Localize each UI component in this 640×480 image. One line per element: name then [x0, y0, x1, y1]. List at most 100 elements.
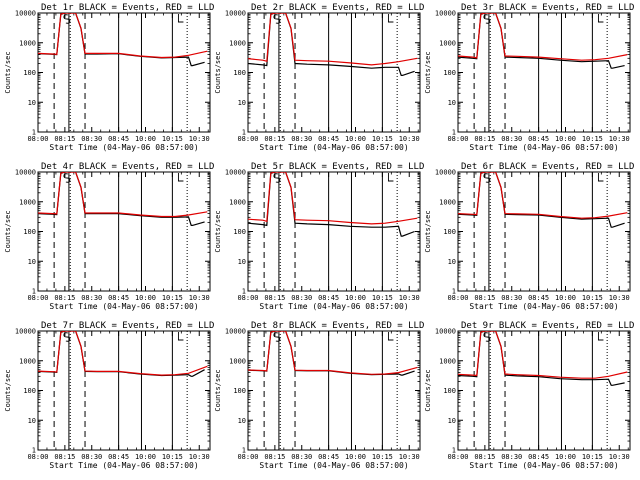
y-tick-label: 100	[443, 69, 456, 77]
start-marker-glyph	[63, 332, 71, 342]
x-tick-label: 08:15	[54, 135, 75, 143]
x-tick-label: 10:30	[609, 135, 630, 143]
y-tick-label: 1	[32, 288, 36, 296]
x-tick-label: 10:15	[162, 453, 183, 461]
x-tick-label: 10:30	[189, 294, 210, 302]
series-line-lld	[38, 13, 208, 59]
y-tick-label: 10000	[225, 169, 246, 177]
y-tick-label: 10	[238, 417, 246, 425]
x-tick-label: 10:00	[555, 135, 576, 143]
y-tick-label: 1	[242, 129, 246, 137]
y-tick-label: 100	[233, 387, 246, 395]
y-tick-label: 100	[233, 228, 246, 236]
panel-title: Det 6r BLACK = Events, RED = LLD	[461, 162, 634, 172]
panel-title: Det 5r BLACK = Events, RED = LLD	[251, 162, 424, 172]
plot-frame	[457, 330, 631, 451]
x-tick-label: 08:30	[291, 294, 312, 302]
start-marker-glyph	[273, 14, 281, 24]
y-tick-label: 1000	[229, 39, 246, 47]
x-tick-label: 10:15	[372, 294, 393, 302]
plot-frame	[37, 12, 211, 133]
end-marker-glyph	[177, 332, 184, 341]
y-tick-label: 1	[452, 288, 456, 296]
y-tick-label: 100	[23, 69, 36, 77]
x-tick-label: 08:15	[474, 294, 495, 302]
y-tick-label: 100	[233, 69, 246, 77]
x-tick-label: 10:15	[582, 453, 603, 461]
y-tick-label: 10000	[225, 328, 246, 336]
end-marker-glyph	[177, 14, 184, 23]
y-tick-label: 1000	[439, 198, 456, 206]
x-tick-label: 10:15	[372, 453, 393, 461]
x-tick-label: 10:30	[189, 135, 210, 143]
series-line-lld	[458, 13, 628, 61]
panel-det5: Det 5r BLACK = Events, RED = LLD 1 10 100 10…	[214, 162, 424, 311]
x-axis-label: Start Time (04-May-06 08:57:00)	[259, 461, 408, 470]
y-tick-label: 1000	[439, 357, 456, 365]
x-tick-label: 08:45	[528, 294, 549, 302]
y-tick-label: 1000	[229, 198, 246, 206]
panel-title: Det 4r BLACK = Events, RED = LLD	[41, 162, 214, 172]
panel-det1: Det 1r BLACK = Events, RED = LLD 1 10 100 10…	[4, 3, 214, 152]
plot-frame	[457, 12, 631, 133]
series-line-lld	[38, 172, 208, 218]
x-tick-label: 08:30	[501, 453, 522, 461]
y-axis-label: Counts/sec	[424, 51, 432, 93]
start-marker-glyph	[63, 14, 71, 24]
y-axis-label: Counts/sec	[4, 369, 12, 411]
y-tick-label: 10000	[435, 10, 456, 18]
y-tick-label: 1	[242, 447, 246, 455]
x-tick-label: 10:00	[135, 135, 156, 143]
end-marker-glyph	[597, 173, 604, 182]
x-axis-label: Start Time (04-May-06 08:57:00)	[49, 302, 198, 311]
series-line-events	[458, 172, 625, 228]
x-axis-label: Start Time (04-May-06 08:57:00)	[49, 461, 198, 470]
x-tick-label: 10:30	[609, 294, 630, 302]
plot-frame	[37, 171, 211, 292]
x-axis-label: Start Time (04-May-06 08:57:00)	[259, 302, 408, 311]
x-tick-label: 08:00	[447, 294, 468, 302]
x-tick-label: 10:00	[345, 453, 366, 461]
series-line-events	[458, 13, 625, 69]
plot-frame	[247, 12, 421, 133]
x-tick-label: 10:00	[345, 135, 366, 143]
y-tick-label: 1000	[229, 357, 246, 365]
y-tick-label: 1000	[19, 39, 36, 47]
y-tick-label: 1	[32, 129, 36, 137]
panel-title: Det 2r BLACK = Events, RED = LLD	[251, 3, 424, 13]
y-tick-label: 10	[28, 258, 36, 266]
end-marker-glyph	[387, 332, 394, 341]
x-tick-label: 08:45	[108, 294, 129, 302]
y-tick-label: 10000	[15, 328, 36, 336]
x-tick-label: 10:00	[135, 294, 156, 302]
y-tick-label: 10	[238, 258, 246, 266]
x-axis-label: Start Time (04-May-06 08:57:00)	[259, 143, 408, 152]
y-tick-label: 10	[448, 258, 456, 266]
x-axis-label: Start Time (04-May-06 08:57:00)	[49, 143, 198, 152]
x-tick-label: 08:00	[27, 135, 48, 143]
x-tick-label: 08:45	[108, 453, 129, 461]
y-tick-label: 10000	[15, 10, 36, 18]
panel-det6: Det 6r BLACK = Events, RED = LLD 1 10 100 10…	[424, 162, 634, 311]
x-tick-label: 08:45	[528, 135, 549, 143]
y-tick-label: 10000	[435, 328, 456, 336]
x-tick-label: 10:30	[399, 453, 420, 461]
x-tick-label: 08:00	[237, 135, 258, 143]
x-tick-label: 10:30	[189, 453, 210, 461]
y-tick-label: 10000	[15, 169, 36, 177]
x-tick-label: 10:15	[582, 294, 603, 302]
plot-frame	[457, 171, 631, 292]
start-marker-glyph	[483, 332, 491, 342]
x-tick-label: 10:15	[162, 135, 183, 143]
x-tick-label: 08:30	[291, 453, 312, 461]
series-line-events	[38, 331, 205, 377]
panel-det9: Det 9r BLACK = Events, RED = LLD 1 10 100 10…	[424, 321, 634, 470]
panel-det8: Det 8r BLACK = Events, RED = LLD 1 10 100 10…	[214, 321, 424, 470]
end-marker-glyph	[387, 14, 394, 23]
panel-det4: Det 4r BLACK = Events, RED = LLD 1 10 100 10…	[4, 162, 214, 311]
x-tick-label: 08:15	[264, 294, 285, 302]
y-tick-label: 1	[452, 129, 456, 137]
end-marker-glyph	[597, 14, 604, 23]
end-marker-glyph	[177, 173, 184, 182]
